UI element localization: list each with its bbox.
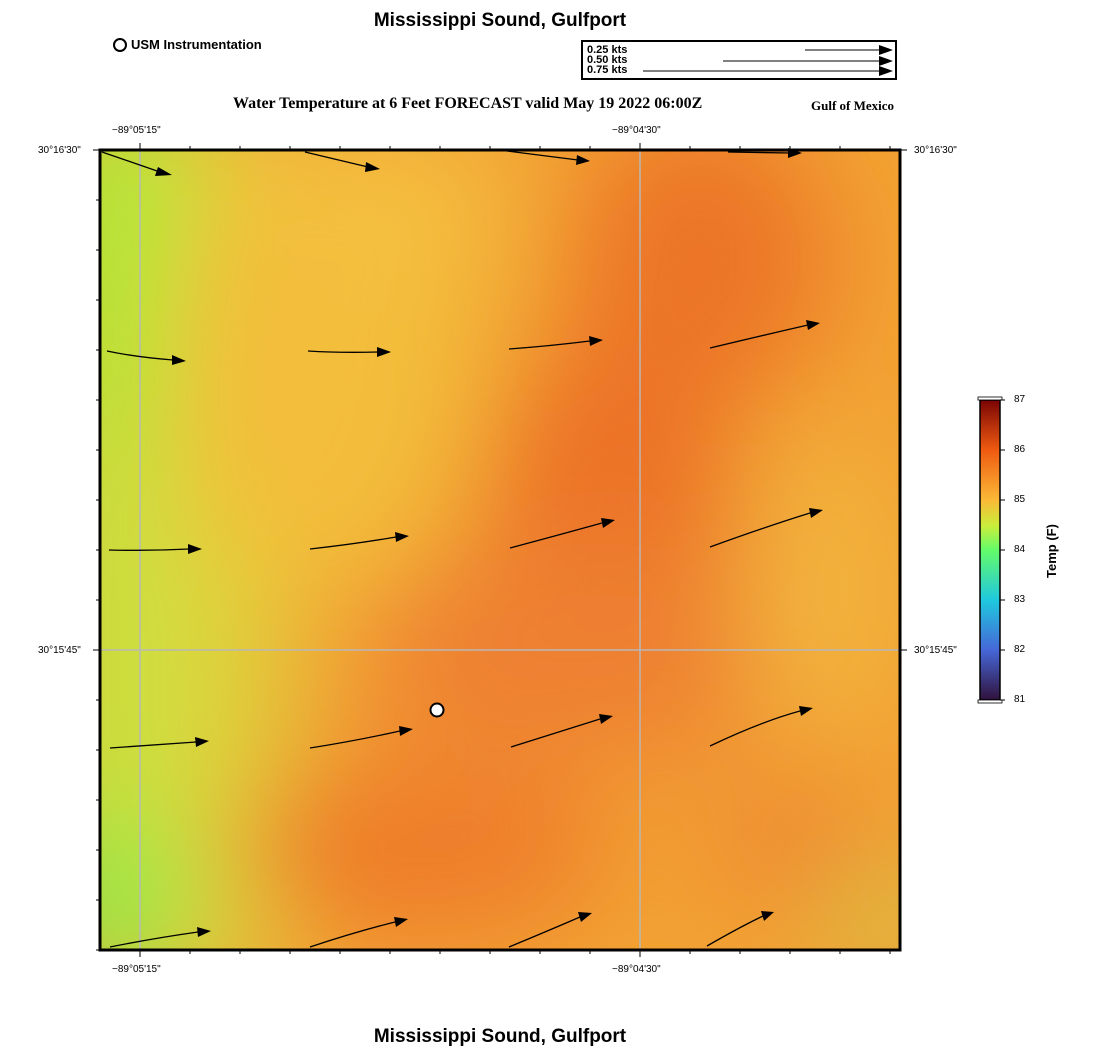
current-arrow <box>101 151 161 173</box>
instrument-legend: USM Instrumentation <box>113 37 262 52</box>
current-arrowhead <box>599 714 613 724</box>
current-arrowhead <box>806 320 820 330</box>
current-arrow <box>109 931 199 948</box>
map-title: Mississippi Sound, Gulfport <box>373 10 627 31</box>
scale-arrows <box>643 45 893 76</box>
scale-label-025: 0.25 kts <box>587 44 628 56</box>
temperature-field <box>100 150 900 950</box>
current-arrow <box>309 536 397 550</box>
current-arrow <box>309 730 401 749</box>
current-arrow <box>706 915 764 947</box>
colorbar-tick-87: 87 <box>1014 394 1026 405</box>
current-arrowhead <box>601 518 615 528</box>
lat-label-right-2: 30°15'45" <box>914 645 957 656</box>
lat-label-left-2: 30°15'45" <box>38 645 81 656</box>
current-arrowhead <box>155 167 172 176</box>
current-arrow <box>106 350 174 361</box>
lat-label-left-1: 30°16'30" <box>38 145 81 156</box>
colorbar-tick-82: 82 <box>1014 644 1026 655</box>
current-arrowhead <box>799 706 813 716</box>
current-arrowhead <box>395 532 409 542</box>
current-arrowhead <box>809 508 823 518</box>
colorbar-tick-81: 81 <box>1014 694 1026 705</box>
current-arrow <box>509 522 603 549</box>
colorbar-tick-85: 85 <box>1014 494 1026 505</box>
current-arrow <box>109 741 197 749</box>
current-arrow <box>508 916 581 948</box>
current-arrow <box>508 340 591 350</box>
current-arrowhead <box>761 911 774 921</box>
map-ticks <box>93 143 907 957</box>
current-speed-scale: 0.25 kts 0.50 kts 0.75 kts <box>581 40 897 80</box>
current-arrowhead <box>578 912 592 922</box>
current-arrow <box>709 512 811 548</box>
current-arrow <box>506 150 579 161</box>
current-arrow <box>709 710 801 747</box>
region-label: Gulf of Mexico <box>811 98 895 113</box>
colorbar-tick-86: 86 <box>1014 444 1026 455</box>
current-arrow <box>709 324 809 349</box>
scale-label-050: 0.50 kts <box>587 54 628 66</box>
current-arrowhead <box>399 726 413 736</box>
current-arrowhead <box>394 917 408 927</box>
current-arrowheads <box>155 148 823 937</box>
current-arrow <box>108 548 190 551</box>
current-arrowhead <box>589 336 603 346</box>
current-arrowhead <box>188 544 202 554</box>
current-arrowhead <box>788 148 802 158</box>
current-arrowhead <box>377 347 391 357</box>
scale-arrowhead-050 <box>879 56 893 66</box>
current-arrowhead <box>172 355 186 365</box>
lon-label-bottom-2: −89°04'30" <box>612 964 661 975</box>
lon-label-bottom-1: −89°05'15" <box>112 964 161 975</box>
current-vectors <box>101 150 811 948</box>
lon-label-top-1: −89°05'15" <box>112 125 161 136</box>
lat-label-right-1: 30°16'30" <box>914 145 957 156</box>
current-arrowhead <box>365 162 380 172</box>
current-arrowhead <box>195 737 209 747</box>
current-arrow <box>727 151 791 154</box>
current-arrowhead <box>576 155 590 165</box>
forecast-title: Water Temperature at 6 Feet FORECAST val… <box>233 95 703 112</box>
station-marker-icon <box>113 37 127 52</box>
scale-arrowhead-075 <box>879 66 893 76</box>
map-footer-title: Mississippi Sound, Gulfport <box>373 1026 627 1047</box>
current-arrow <box>304 151 369 168</box>
colorbar-title: Temp (F) <box>1044 524 1059 578</box>
current-arrow <box>309 921 396 948</box>
colorbar <box>977 396 1005 704</box>
scale-arrowhead-025 <box>879 45 893 55</box>
colorbar-tick-84: 84 <box>1014 544 1026 555</box>
colorbar-tick-83: 83 <box>1014 594 1026 605</box>
usm-station-marker[interactable] <box>429 702 445 718</box>
lon-label-top-2: −89°04'30" <box>612 125 661 136</box>
current-arrow <box>510 718 601 748</box>
colorbar-ramp <box>979 399 1001 701</box>
instrument-legend-label: USM Instrumentation <box>131 37 262 52</box>
current-arrowhead <box>197 927 211 937</box>
current-arrow <box>307 350 379 353</box>
scale-label-075: 0.75 kts <box>587 64 628 76</box>
